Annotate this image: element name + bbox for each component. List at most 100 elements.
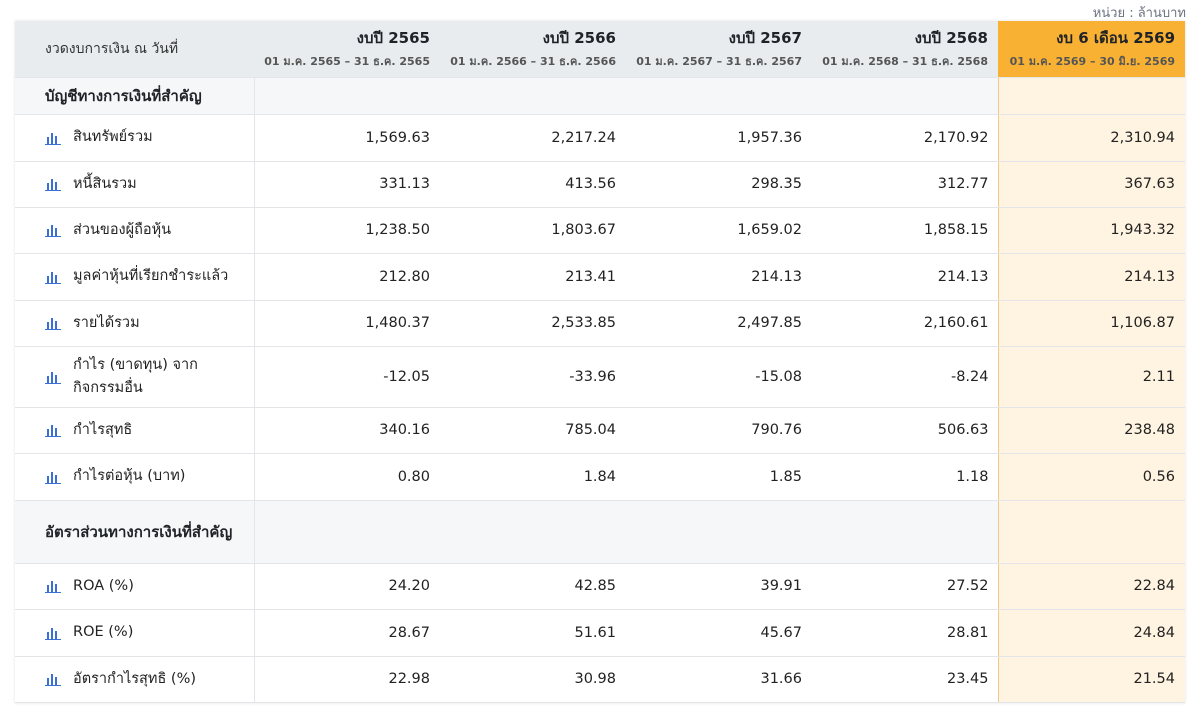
row-label-cell: อัตรากำไรสุทธิ (%) xyxy=(15,656,255,703)
value-cell: 312.77 xyxy=(812,161,998,208)
unit-note: หน่วย : ล้านบาท xyxy=(1092,6,1186,21)
value-cell: 45.67 xyxy=(626,609,812,657)
bar-chart-icon[interactable] xyxy=(45,626,63,640)
section-spacer xyxy=(812,500,998,564)
period-range: 01 ม.ค. 2568 – 31 ธ.ค. 2568 xyxy=(822,54,988,68)
period-range: 01 ม.ค. 2569 – 30 มิ.ย. 2569 xyxy=(1009,54,1175,68)
value-cell: 212.80 xyxy=(254,253,440,301)
section-spacer xyxy=(626,500,812,564)
section-header-row: บัญชีทางการเงินที่สำคัญ xyxy=(15,77,1185,115)
row-label: กำไรต่อหุ้น (บาท) xyxy=(73,468,186,484)
row-label-cell: กำไรต่อหุ้น (บาท) xyxy=(15,453,255,501)
section-title: บัญชีทางการเงินที่สำคัญ xyxy=(15,77,255,115)
row-label-cell: หนี้สินรวม xyxy=(15,161,255,208)
value-cell: 2,170.92 xyxy=(812,114,998,162)
value-cell: 42.85 xyxy=(440,563,626,610)
value-cell: 2.11 xyxy=(997,346,1185,408)
value-cell: 1.85 xyxy=(626,453,812,501)
value-cell: 1,480.37 xyxy=(254,300,440,347)
bar-chart-icon[interactable] xyxy=(45,672,63,686)
table-row: สินทรัพย์รวม 1,569.63 2,217.24 1,957.36 2,17… xyxy=(15,114,1185,162)
value-cell: -33.96 xyxy=(440,346,626,408)
period-header-label: งวดงบการเงิน ณ วันที่ xyxy=(15,21,254,78)
value-cell: 214.13 xyxy=(997,253,1185,301)
value-cell: 367.63 xyxy=(997,161,1185,208)
period-header-2565[interactable]: งบปี 2565 01 ม.ค. 2565 – 31 ธ.ค. 2565 xyxy=(254,21,440,78)
value-cell: 2,533.85 xyxy=(440,300,626,347)
value-cell: 28.81 xyxy=(812,609,998,657)
bar-chart-icon[interactable] xyxy=(45,131,63,145)
bar-chart-icon[interactable] xyxy=(45,423,63,437)
value-cell: 0.80 xyxy=(254,453,440,501)
value-cell: -12.05 xyxy=(254,346,440,408)
period-header-6m-2569[interactable]: งบ 6 เดือน 2569 01 ม.ค. 2569 – 30 มิ.ย. … xyxy=(998,21,1185,78)
row-label: มูลค่าหุ้นที่เรียกชำระแล้ว xyxy=(73,268,229,284)
row-label: กำไร (ขาดทุน) จากกิจกรรมอื่น xyxy=(73,356,198,396)
value-cell: 39.91 xyxy=(626,563,812,610)
table-row: ROA (%) 24.20 42.85 39.91 27.52 22.84 xyxy=(15,563,1185,610)
table-row: มูลค่าหุ้นที่เรียกชำระแล้ว 212.80 213.41 21… xyxy=(15,253,1185,301)
value-cell: 1,659.02 xyxy=(626,207,812,254)
bar-chart-icon[interactable] xyxy=(45,223,63,237)
section-spacer xyxy=(440,77,626,115)
value-cell: 2,497.85 xyxy=(626,300,812,347)
bar-chart-icon[interactable] xyxy=(45,270,63,284)
period-header-2566[interactable]: งบปี 2566 01 ม.ค. 2566 – 31 ธ.ค. 2566 xyxy=(440,21,626,78)
value-cell: 214.13 xyxy=(626,253,812,301)
value-cell: 1,238.50 xyxy=(254,207,440,254)
table-row: หนี้สินรวม 331.13 413.56 298.35 312.77 367.63 xyxy=(15,161,1185,208)
period-title: งบ 6 เดือน 2569 xyxy=(1056,28,1175,47)
value-cell: 413.56 xyxy=(440,161,626,208)
row-label-cell: สินทรัพย์รวม xyxy=(15,114,255,162)
value-cell: 2,310.94 xyxy=(997,114,1185,162)
table-row: ส่วนของผู้ถือหุ้น 1,238.50 1,803.67 1,659.0… xyxy=(15,207,1185,254)
row-label-cell: กำไรสุทธิ xyxy=(15,407,255,454)
row-label: ส่วนของผู้ถือหุ้น xyxy=(73,221,172,238)
value-cell: 24.20 xyxy=(254,563,440,610)
row-label-cell: กำไร (ขาดทุน) จากกิจกรรมอื่น xyxy=(15,346,255,408)
value-cell: 2,217.24 xyxy=(440,114,626,162)
period-title: งบปี 2567 xyxy=(728,28,802,47)
period-range: 01 ม.ค. 2567 – 31 ธ.ค. 2567 xyxy=(636,54,802,68)
value-cell: 213.41 xyxy=(440,253,626,301)
row-label: รายได้รวม xyxy=(73,314,140,331)
value-cell: -8.24 xyxy=(812,346,998,408)
value-cell: 1.18 xyxy=(812,453,998,501)
bar-chart-icon[interactable] xyxy=(45,177,63,191)
value-cell: -15.08 xyxy=(626,346,812,408)
row-label-cell: ROA (%) xyxy=(15,563,255,610)
bar-chart-icon[interactable] xyxy=(45,316,63,330)
row-label: หนี้สินรวม xyxy=(73,175,137,192)
bar-chart-icon[interactable] xyxy=(45,370,63,384)
value-cell: 214.13 xyxy=(812,253,998,301)
value-cell: 28.67 xyxy=(254,609,440,657)
bar-chart-icon[interactable] xyxy=(45,579,63,593)
section-header-row: อัตราส่วนทางการเงินที่สำคัญ xyxy=(15,500,1185,564)
value-cell: 785.04 xyxy=(440,407,626,454)
period-range: 01 ม.ค. 2566 – 31 ธ.ค. 2566 xyxy=(450,54,616,68)
value-cell: 506.63 xyxy=(812,407,998,454)
value-cell: 24.84 xyxy=(997,609,1185,657)
section-spacer xyxy=(812,77,998,115)
period-header-2568[interactable]: งบปี 2568 01 ม.ค. 2568 – 31 ธ.ค. 2568 xyxy=(812,21,998,78)
row-label-cell: ส่วนของผู้ถือหุ้น xyxy=(15,207,255,254)
table-body: บัญชีทางการเงินที่สำคัญ สินทรัพย์รวม 1,569… xyxy=(15,77,1185,703)
period-header-2567[interactable]: งบปี 2567 01 ม.ค. 2567 – 31 ธ.ค. 2567 xyxy=(626,21,812,78)
financial-table: งวดงบการเงิน ณ วันที่ งบปี 2565 01 ม.ค. … xyxy=(15,21,1185,703)
period-title: งบปี 2565 xyxy=(356,28,430,47)
table-row: กำไรสุทธิ 340.16 785.04 790.76 506.63 238.48 xyxy=(15,407,1185,454)
value-cell: 298.35 xyxy=(626,161,812,208)
header-row: งวดงบการเงิน ณ วันที่ งบปี 2565 01 ม.ค. … xyxy=(15,21,1185,78)
section-spacer xyxy=(626,77,812,115)
section-spacer xyxy=(440,500,626,564)
table-row: กำไรต่อหุ้น (บาท) 0.80 1.84 1.85 1.18 0.56 xyxy=(15,453,1185,501)
value-cell: 21.54 xyxy=(997,656,1185,703)
table-row: อัตรากำไรสุทธิ (%) 22.98 30.98 31.66 23.45 21… xyxy=(15,656,1185,703)
bar-chart-icon[interactable] xyxy=(45,470,63,484)
section-spacer xyxy=(254,500,440,564)
section-spacer xyxy=(997,77,1185,115)
period-range: 01 ม.ค. 2565 – 31 ธ.ค. 2565 xyxy=(264,54,430,68)
section-title: อัตราส่วนทางการเงินที่สำคัญ xyxy=(15,500,255,564)
row-label-cell: ROE (%) xyxy=(15,609,255,657)
value-cell: 1.84 xyxy=(440,453,626,501)
